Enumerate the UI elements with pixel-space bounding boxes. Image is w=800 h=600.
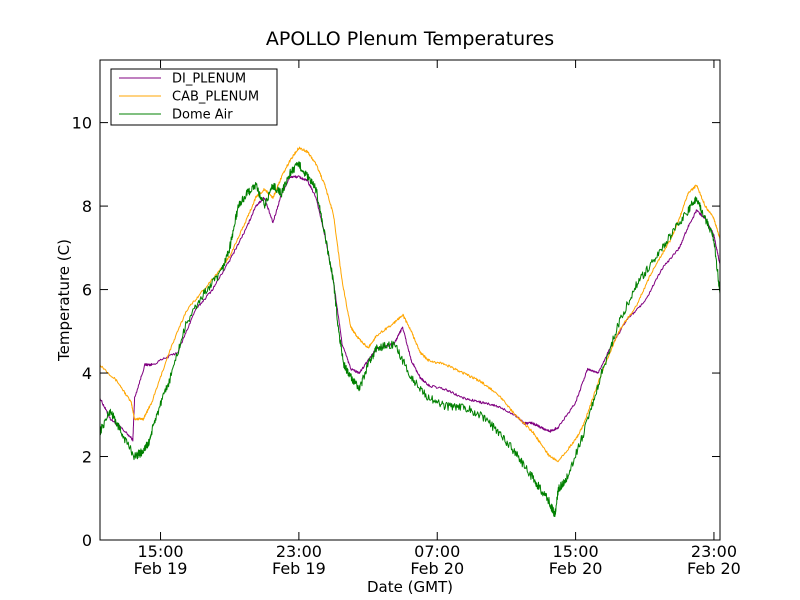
- x-tick-time-label: 23:00: [691, 542, 737, 561]
- y-tick-label: 4: [82, 364, 92, 383]
- series-layer: [99, 146, 721, 517]
- legend: DI_PLENUM CAB_PLENUM Dome Air: [110, 68, 278, 126]
- y-axis-label: Temperature (C): [55, 239, 73, 362]
- x-tick-time-label: 07:00: [414, 542, 460, 561]
- plot-frame: [99, 59, 721, 541]
- y-tick-label: 10: [72, 114, 92, 133]
- y-tick-label: 2: [82, 448, 92, 467]
- x-tick-date-label: Feb 20: [549, 559, 603, 578]
- y-tick-label: 0: [82, 531, 92, 550]
- x-tick-time-label: 23:00: [276, 542, 322, 561]
- x-tick-time-label: 15:00: [553, 542, 599, 561]
- x-tick-date-label: Feb 19: [134, 559, 188, 578]
- legend-label: DI_PLENUM: [172, 72, 246, 87]
- legend-label: CAB_PLENUM: [172, 90, 259, 105]
- x-tick-date-label: Feb 19: [272, 559, 326, 578]
- series-line-cab-plenum: [99, 146, 721, 463]
- y-tick-label: 6: [82, 281, 92, 300]
- x-axis-label: Date (GMT): [367, 578, 453, 596]
- x-tick-date-label: Feb 20: [687, 559, 741, 578]
- x-tick-date-label: Feb 20: [410, 559, 464, 578]
- y-axis: 0 2 4 6 8 10: [72, 114, 720, 550]
- x-tick-time-label: 15:00: [137, 542, 183, 561]
- y-tick-label: 8: [82, 197, 92, 216]
- legend-label: Dome Air: [172, 108, 233, 123]
- series-line-dome-air: [99, 161, 721, 517]
- chart-title: APOLLO Plenum Temperatures: [266, 28, 554, 50]
